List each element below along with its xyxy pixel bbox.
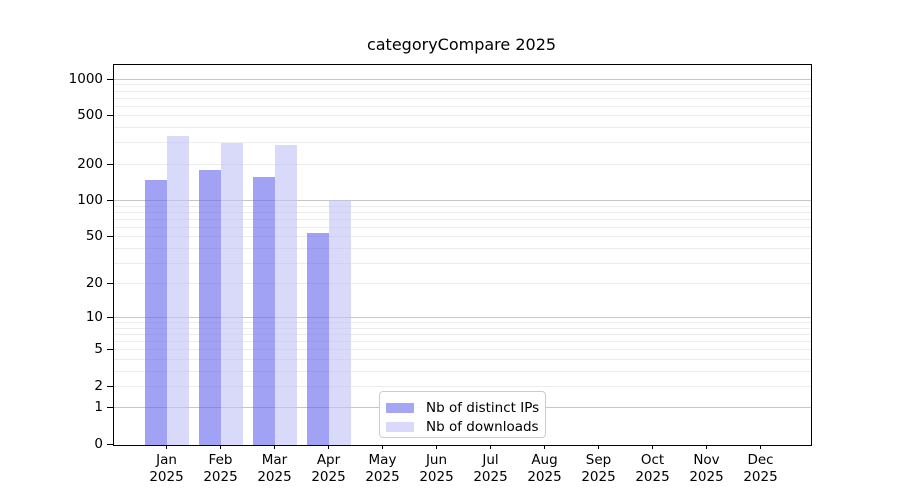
- minor-gridline-4: [114, 358, 811, 360]
- minor-gridline-700: [114, 97, 811, 99]
- x-tick-label-aug: Aug 2025: [527, 452, 562, 485]
- x-tick-label-apr: Apr 2025: [311, 452, 346, 485]
- minor-gridline-90: [114, 205, 811, 207]
- minor-gridline-70: [114, 218, 811, 220]
- x-tick-dec: [760, 445, 761, 449]
- legend-item-distinct-ips: Nb of distinct IPs: [386, 398, 545, 417]
- minor-gridline-20: [114, 283, 811, 285]
- x-tick-label-dec: Dec 2025: [743, 452, 778, 485]
- x-tick-sep: [598, 445, 599, 449]
- y-tick-label-100: 100: [77, 192, 103, 209]
- legend: Nb of distinct IPs Nb of downloads: [379, 391, 546, 438]
- x-tick-nov: [706, 445, 707, 449]
- bar-downloads-feb: [220, 143, 243, 445]
- bar-downloads-mar: [274, 145, 297, 445]
- x-tick-label-may: May 2025: [365, 452, 400, 485]
- x-tick-jan: [166, 445, 167, 449]
- x-tick-may: [382, 445, 383, 449]
- major-gridline-10: [114, 317, 811, 319]
- x-tick-aug: [544, 445, 545, 449]
- y-tick-label-50: 50: [85, 228, 103, 245]
- y-tick-label-10: 10: [85, 309, 103, 326]
- minor-gridline-40: [114, 247, 811, 249]
- minor-gridline-300: [114, 142, 811, 144]
- legend-swatch-downloads: [386, 421, 414, 432]
- y-tick-label-20: 20: [85, 275, 103, 292]
- minor-gridline-900: [114, 84, 811, 86]
- y-tick-label-2: 2: [94, 377, 103, 394]
- y-tick-1: [107, 407, 113, 409]
- y-tick-label-200: 200: [77, 155, 103, 172]
- y-tick-label-1: 1: [94, 399, 103, 416]
- y-tick-0: [107, 444, 113, 445]
- y-tick-100: [107, 200, 113, 202]
- y-tick-label-0: 0: [94, 436, 103, 452]
- x-tick-label-jun: Jun 2025: [419, 452, 454, 485]
- x-tick-label-jul: Jul 2025: [473, 452, 508, 485]
- legend-swatch-distinct-ips: [386, 402, 414, 413]
- legend-label-downloads: Nb of downloads: [426, 418, 539, 435]
- minor-gridline-600: [114, 105, 811, 107]
- minor-gridline-7: [114, 334, 811, 336]
- x-tick-jun: [436, 445, 437, 449]
- chart-title: categoryCompare 2025: [366, 35, 557, 54]
- y-tick-5: [107, 349, 113, 351]
- x-tick-label-sep: Sep 2025: [581, 452, 616, 485]
- bar-distinct-ips-mar: [252, 177, 275, 445]
- bar-distinct-ips-feb: [198, 169, 221, 445]
- x-tick-jul: [490, 445, 491, 449]
- bar-distinct-ips-apr: [306, 233, 329, 445]
- x-tick-label-oct: Oct 2025: [635, 452, 670, 485]
- minor-gridline-30: [114, 262, 811, 264]
- major-gridline-100: [114, 200, 811, 202]
- y-tick-1000: [107, 78, 113, 80]
- major-gridline-1000: [114, 78, 811, 80]
- minor-gridline-500: [114, 115, 811, 117]
- bar-downloads-jan: [166, 136, 189, 445]
- minor-gridline-80: [114, 211, 811, 213]
- minor-gridline-3: [114, 370, 811, 372]
- x-tick-mar: [274, 445, 275, 449]
- legend-label-distinct-ips: Nb of distinct IPs: [426, 399, 540, 416]
- y-tick-10: [107, 317, 113, 319]
- bar-distinct-ips-jan: [144, 179, 167, 445]
- x-tick-label-jan: Jan 2025: [149, 452, 184, 485]
- minor-gridline-400: [114, 127, 811, 129]
- minor-gridline-60: [114, 226, 811, 228]
- y-tick-2: [107, 385, 113, 387]
- plot-area: 0 1 2 5 10 20 50 100 200 500 1000 Jan 2025 Feb 2025 Mar…: [69, 64, 812, 485]
- y-tick-200: [107, 163, 113, 165]
- x-tick-label-nov: Nov 2025: [689, 452, 724, 485]
- minor-gridline-6: [114, 341, 811, 343]
- x-tick-oct: [652, 445, 653, 449]
- y-tick-label-5: 5: [94, 341, 103, 358]
- y-tick-500: [107, 115, 113, 117]
- y-tick-50: [107, 236, 113, 238]
- minor-gridline-2: [114, 385, 811, 387]
- y-tick-20: [107, 283, 113, 285]
- minor-gridline-8: [114, 327, 811, 329]
- x-tick-apr: [328, 445, 329, 449]
- x-tick-feb: [220, 445, 221, 449]
- bar-downloads-apr: [328, 200, 351, 445]
- minor-gridline-200: [114, 163, 811, 165]
- legend-item-downloads: Nb of downloads: [386, 417, 545, 436]
- y-tick-label-1000: 1000: [68, 70, 103, 87]
- minor-gridline-800: [114, 90, 811, 92]
- y-tick-label-500: 500: [77, 107, 103, 124]
- minor-gridline-9: [114, 322, 811, 324]
- minor-gridline-50: [114, 236, 811, 238]
- x-tick-label-feb: Feb 2025: [203, 452, 238, 485]
- x-tick-label-mar: Mar 2025: [257, 452, 292, 485]
- minor-gridline-5: [114, 349, 811, 351]
